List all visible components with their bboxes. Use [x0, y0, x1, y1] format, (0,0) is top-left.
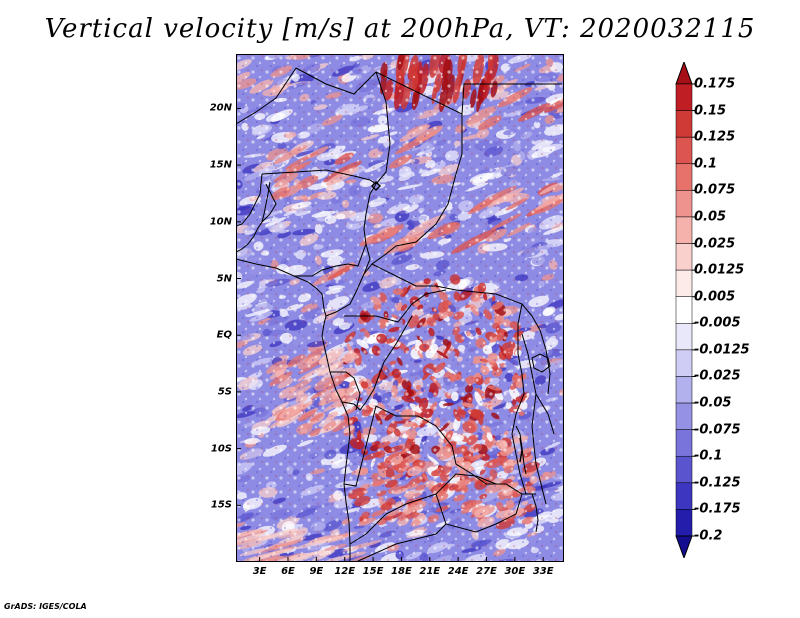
colorbar-swatch [675, 136, 693, 165]
y-tick-label: 5S [217, 386, 232, 398]
colorbar-min-arrow [675, 535, 693, 558]
coastline-west-africa [236, 258, 351, 562]
colorbar [675, 62, 696, 558]
border-chad-sudan [363, 71, 463, 275]
colorbar-label: -0.175 [694, 501, 741, 517]
border-drc-east [511, 303, 527, 495]
border-chad-libya [375, 71, 391, 185]
grads-credit: GrADS: IGES/COLA [4, 602, 87, 611]
colorbar-label: -0.075 [694, 422, 741, 438]
y-tick-label: 15N [209, 159, 232, 171]
y-tick-label: 5N [216, 273, 232, 285]
border-cameroon [325, 183, 377, 317]
lake-tanganyika-detail [519, 437, 523, 463]
border-west-1 [236, 173, 263, 227]
border-angola-zambia [349, 493, 523, 545]
colorbar-swatch [675, 269, 693, 297]
border-nigeria [294, 243, 367, 277]
vertical-velocity-map [236, 54, 564, 562]
colorbar-label: 0.175 [694, 76, 736, 92]
colorbar-label: -0.2 [694, 528, 723, 544]
colorbar-max-arrow [675, 62, 693, 85]
colorbar-swatch [675, 402, 693, 430]
colorbar-swatch [675, 509, 693, 537]
map-frame [236, 54, 564, 562]
border-zambia-south [435, 473, 497, 495]
border-gabon [330, 371, 361, 411]
colorbar-swatch [675, 216, 693, 244]
colorbar-label: 0.125 [694, 129, 736, 145]
border-algeria [236, 67, 297, 125]
colorbar-label: 0.0125 [694, 262, 745, 278]
colorbar-label: -0.005 [694, 315, 741, 331]
country-borders [236, 67, 562, 562]
coastline-east-africa [521, 333, 547, 505]
colorbar-label: 0.025 [694, 236, 736, 252]
colorbar-swatch [675, 429, 693, 457]
border-egypt [461, 83, 562, 115]
colorbar-swatch [675, 190, 693, 218]
x-tick-label: 33E [532, 566, 554, 577]
colorbar-swatch [675, 163, 693, 191]
axis-ticks [236, 107, 544, 562]
colorbar-label: -0.0125 [694, 342, 750, 358]
y-tick-label: 20N [209, 102, 232, 114]
x-tick-label: 9E [309, 566, 324, 577]
colorbar-swatch [675, 323, 693, 351]
x-tick-label: 15E [362, 566, 384, 577]
colorbar-label: 0.1 [694, 156, 718, 172]
x-tick-label: 3E [252, 566, 267, 577]
lake-chad [371, 181, 381, 191]
colorbar-swatch [675, 376, 693, 404]
colorbar-swatch [675, 243, 693, 271]
border-drc-west [341, 315, 413, 411]
x-tick-label: 30E [504, 566, 526, 577]
colorbar-swatch [675, 482, 693, 510]
lake-victoria [531, 353, 551, 373]
border-car [371, 263, 533, 317]
y-tick-label: 10N [209, 216, 232, 228]
colorbar-label: 0.05 [694, 209, 727, 225]
x-tick-label: 24E [447, 566, 469, 577]
colorbar-swatch [675, 455, 693, 484]
border-west-2 [261, 183, 277, 223]
y-tick-label: EQ [216, 329, 232, 341]
colorbar-label: -0.1 [694, 448, 723, 464]
x-tick-label: 27E [476, 566, 497, 577]
lake-malawi [531, 493, 539, 533]
colorbar-label: -0.125 [694, 475, 741, 491]
border-southern [355, 523, 447, 562]
border-libya-west [295, 67, 377, 95]
colorbar-label: 0.005 [694, 289, 736, 305]
colorbar-label: 0.075 [694, 182, 736, 198]
border-uganda-kenya [531, 315, 551, 395]
colorbar-swatch [675, 83, 693, 111]
map-title: Vertical velocity [m/s] at 200hPa, VT: 2… [44, 14, 756, 44]
x-tick-label: 6E [281, 566, 295, 577]
colorbar-label: -0.05 [694, 395, 732, 411]
x-tick-label: 12E [334, 566, 356, 577]
coastline-southwest [236, 181, 271, 253]
colorbar-label: 0.15 [694, 103, 727, 119]
colorbar-swatch [675, 296, 693, 324]
x-tick-label: 18E [391, 566, 412, 577]
border-drc-north [344, 289, 447, 323]
lakes-rivers [371, 181, 523, 463]
colorbar-label: -0.025 [694, 368, 741, 384]
border-tanzania [535, 393, 555, 435]
colorbar-swatch [675, 349, 693, 377]
border-drc-south [343, 405, 536, 495]
y-tick-label: 10S [210, 443, 232, 455]
colorbar-swatch [675, 110, 693, 138]
y-tick-label: 15S [210, 499, 232, 511]
field-texture [236, 54, 564, 562]
x-tick-label: 21E [419, 566, 441, 577]
border-niger [261, 169, 377, 185]
